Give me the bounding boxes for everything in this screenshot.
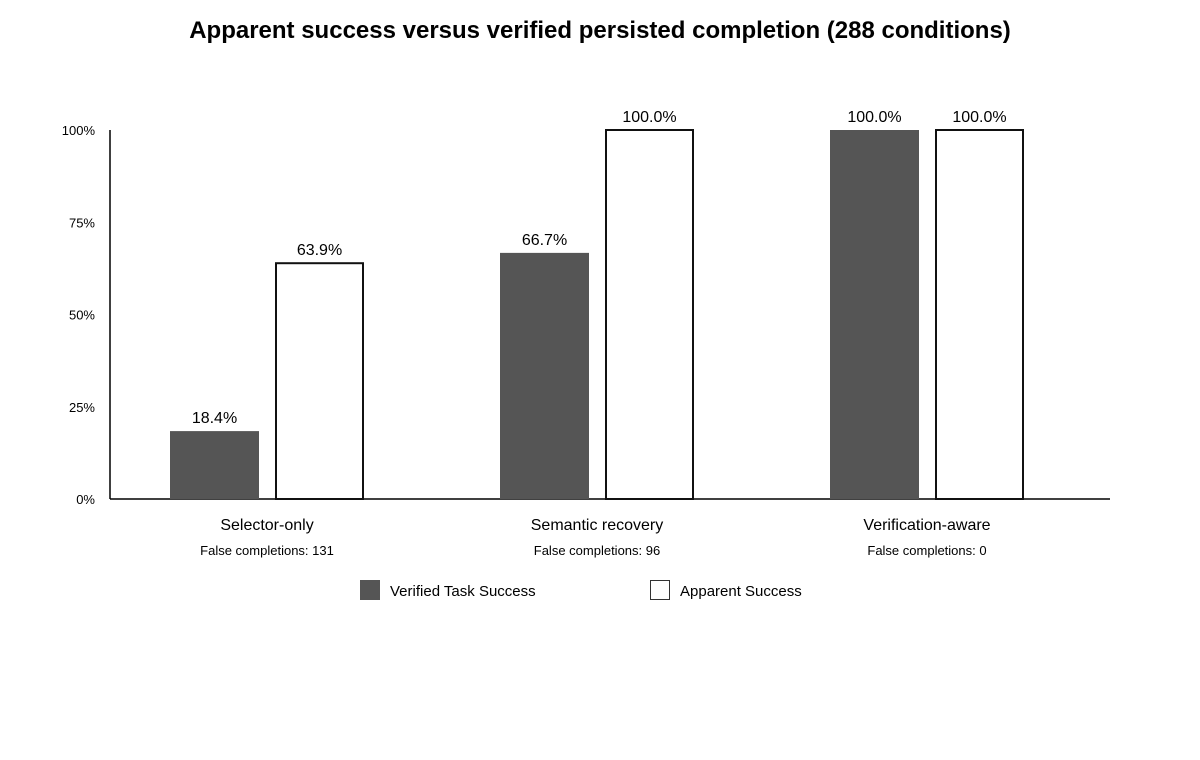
data-labels: 18.4% 63.9% 66.7% 100.0% 100.0% 100.0% xyxy=(192,109,1007,427)
y-tick-label: 100% xyxy=(62,123,96,138)
data-label: 66.7% xyxy=(522,232,567,249)
bar-verified xyxy=(500,252,589,499)
legend: Verified Task Success Apparent Success xyxy=(360,580,802,600)
false-completions-note: False completions: 0 xyxy=(867,543,986,558)
bar-apparent xyxy=(275,262,364,501)
data-label: 100.0% xyxy=(622,109,676,126)
legend-swatch-apparent xyxy=(650,580,670,600)
category-label: Selector-only xyxy=(220,517,313,534)
legend-label: Apparent Success xyxy=(680,583,802,600)
legend-swatch-verified xyxy=(360,580,380,600)
data-label: 100.0% xyxy=(847,109,901,126)
y-axis: 0% 25% 50% 75% 100% xyxy=(62,123,111,507)
data-label: 18.4% xyxy=(192,410,237,427)
bar-apparent xyxy=(605,129,694,500)
legend-label: Verified Task Success xyxy=(390,583,536,600)
y-tick-label: 25% xyxy=(69,400,95,415)
data-label: 63.9% xyxy=(297,242,342,259)
category-label: Semantic recovery xyxy=(531,517,664,534)
bars xyxy=(170,129,1024,501)
false-completions-note: False completions: 96 xyxy=(534,543,660,558)
y-tick-label: 0% xyxy=(76,492,95,507)
y-tick-label: 75% xyxy=(69,215,95,230)
y-tick-label: 50% xyxy=(69,308,95,323)
data-label: 100.0% xyxy=(952,109,1006,126)
false-completions-note: False completions: 131 xyxy=(200,543,334,558)
chart-title: Apparent success versus verified persist… xyxy=(189,17,1011,44)
bar-apparent xyxy=(935,129,1024,500)
bar-verified xyxy=(830,130,919,499)
category-label: Verification-aware xyxy=(863,517,990,534)
bar-verified xyxy=(170,431,259,499)
category-labels: Selector-only False completions: 131 Seman… xyxy=(200,517,991,558)
